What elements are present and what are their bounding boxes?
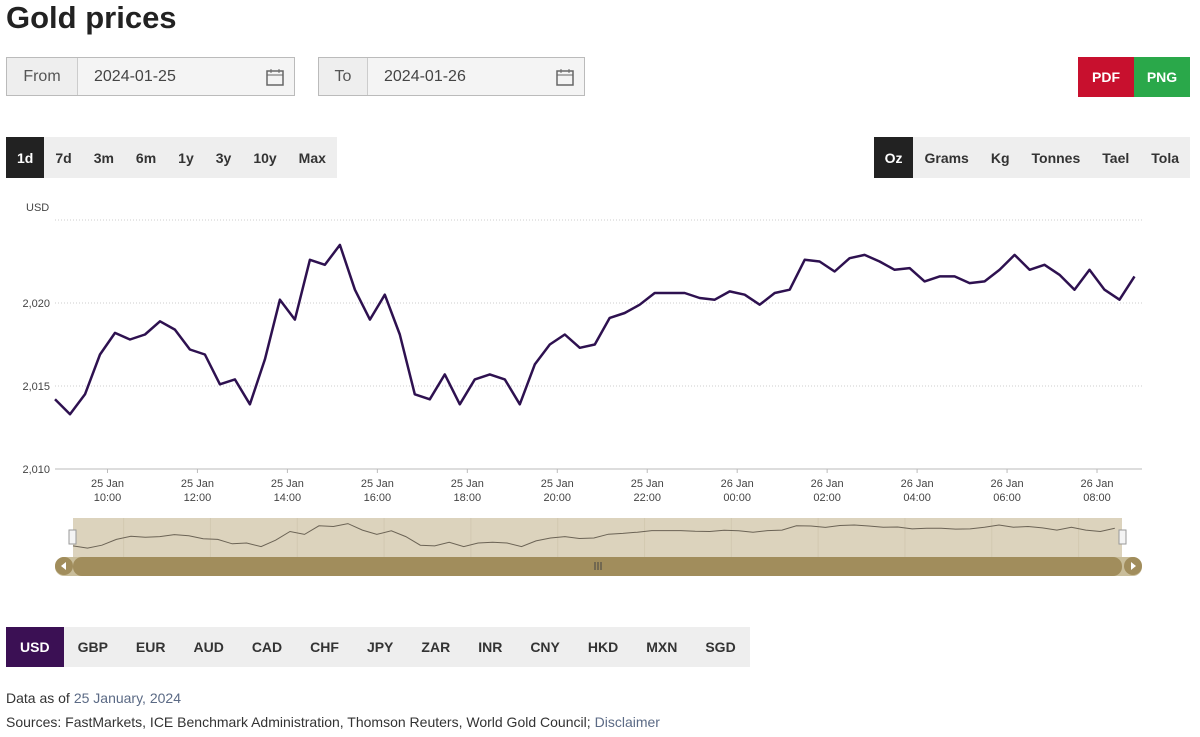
- arrow-left: [61, 562, 66, 570]
- period-button[interactable]: 1y: [178, 149, 194, 166]
- x-tick-time: 00:00: [723, 492, 751, 504]
- period-button[interactable]: 1d: [6, 137, 45, 178]
- y-tick-label: 2,020: [22, 298, 50, 310]
- png-button[interactable]: PNG: [1134, 57, 1190, 97]
- to-text: 2024-01-26: [384, 67, 466, 85]
- x-tick-time: 12:00: [184, 492, 212, 504]
- period-button[interactable]: 6m: [135, 149, 157, 166]
- currency-button[interactable]: ZAR: [421, 639, 451, 655]
- x-tick-day: 26 Jan: [991, 478, 1024, 490]
- x-tick-day: 25 Jan: [361, 478, 394, 490]
- x-tick-day: 25 Jan: [451, 478, 484, 490]
- grip: [594, 562, 602, 570]
- from-value[interactable]: 2024-01-25: [78, 58, 294, 95]
- period-button[interactable]: Max: [298, 149, 326, 166]
- data-as-of: Data as of 25 January, 2024: [6, 690, 181, 706]
- handle-right[interactable]: [1118, 529, 1127, 545]
- period-button[interactable]: 10y: [253, 149, 277, 166]
- data-as-of-label: Data as of: [6, 690, 70, 706]
- unit-button[interactable]: Kg: [990, 149, 1010, 166]
- unit-button[interactable]: Tael: [1102, 149, 1130, 166]
- navigator-line: [72, 523, 1115, 549]
- currency-selector: USD GBP EUR AUD CAD CHF JPY ZAR INR CNY HKD MXN SGD: [6, 627, 750, 667]
- x-tick-day: 25 Jan: [271, 478, 304, 490]
- currency-button[interactable]: GBP: [77, 639, 108, 655]
- from-date[interactable]: From 2024-01-25: [6, 57, 295, 96]
- to-label: To: [319, 58, 368, 95]
- currency-button[interactable]: EUR: [135, 639, 166, 655]
- y-tick-label: 2,015: [22, 381, 50, 393]
- pdf-button[interactable]: PDF: [1078, 57, 1134, 97]
- x-tick-time: 06:00: [993, 492, 1021, 504]
- x-tick-day: 26 Jan: [1081, 478, 1114, 490]
- period-button[interactable]: 7d: [55, 149, 72, 166]
- export-buttons: PDF PNG: [1078, 57, 1190, 97]
- x-tick-day: 25 Jan: [91, 478, 124, 490]
- price-line: [54, 243, 1136, 416]
- currency-button[interactable]: AUD: [193, 639, 224, 655]
- x-tick-time: 04:00: [903, 492, 931, 504]
- unit-button[interactable]: Grams: [924, 149, 969, 166]
- to-date[interactable]: To 2024-01-26: [318, 57, 585, 96]
- x-tick-day: 26 Jan: [901, 478, 934, 490]
- x-tick-day: 25 Jan: [541, 478, 574, 490]
- unit-button[interactable]: Oz: [873, 137, 914, 178]
- y-axis-label: USD: [26, 202, 49, 214]
- x-tick-time: 18:00: [454, 492, 482, 504]
- period-button[interactable]: 3y: [215, 149, 232, 166]
- sources-text: Sources: FastMarkets, ICE Benchmark Admi…: [6, 714, 591, 730]
- from-label: From: [7, 58, 78, 95]
- from-text: 2024-01-25: [94, 67, 176, 85]
- page-title: Gold prices: [6, 0, 177, 35]
- x-tick-time: 08:00: [1083, 492, 1111, 504]
- x-tick-day: 26 Jan: [811, 478, 844, 490]
- x-tick-time: 22:00: [633, 492, 661, 504]
- currency-button[interactable]: JPY: [366, 639, 394, 655]
- currency-button[interactable]: CNY: [530, 639, 560, 655]
- disclaimer-link[interactable]: Disclaimer: [594, 714, 660, 730]
- to-value[interactable]: 2024-01-26: [368, 58, 584, 95]
- x-tick-day: 26 Jan: [721, 478, 754, 490]
- sources: Sources: FastMarkets, ICE Benchmark Admi…: [6, 714, 660, 730]
- currency-button[interactable]: CHF: [310, 639, 339, 655]
- currency-button[interactable]: SGD: [705, 639, 736, 655]
- y-tick-label: 2,010: [22, 464, 50, 476]
- currency-button[interactable]: MXN: [646, 639, 678, 655]
- handle-left[interactable]: [68, 529, 77, 545]
- period-selector: 1d 7d 3m 6m 1y 3y 10y Max: [6, 137, 337, 178]
- x-tick-time: 02:00: [813, 492, 841, 504]
- currency-button[interactable]: CAD: [251, 639, 283, 655]
- x-tick-time: 14:00: [274, 492, 302, 504]
- unit-selector: Oz Grams Kg Tonnes Tael Tola: [873, 137, 1190, 178]
- x-tick-time: 10:00: [94, 492, 122, 504]
- x-tick-time: 16:00: [364, 492, 392, 504]
- unit-button[interactable]: Tonnes: [1031, 149, 1081, 166]
- x-tick-time: 20:00: [544, 492, 572, 504]
- x-tick-day: 25 Jan: [181, 478, 214, 490]
- currency-button[interactable]: INR: [478, 639, 503, 655]
- currency-button[interactable]: HKD: [587, 639, 619, 655]
- unit-button[interactable]: Tola: [1151, 149, 1179, 166]
- arrow-right: [1131, 562, 1136, 570]
- calendar-icon[interactable]: [266, 68, 284, 86]
- calendar-icon[interactable]: [556, 68, 574, 86]
- x-tick-day: 25 Jan: [631, 478, 664, 490]
- currency-button[interactable]: USD: [6, 627, 64, 667]
- period-button[interactable]: 3m: [93, 149, 114, 166]
- data-as-of-date: 25 January, 2024: [73, 690, 181, 706]
